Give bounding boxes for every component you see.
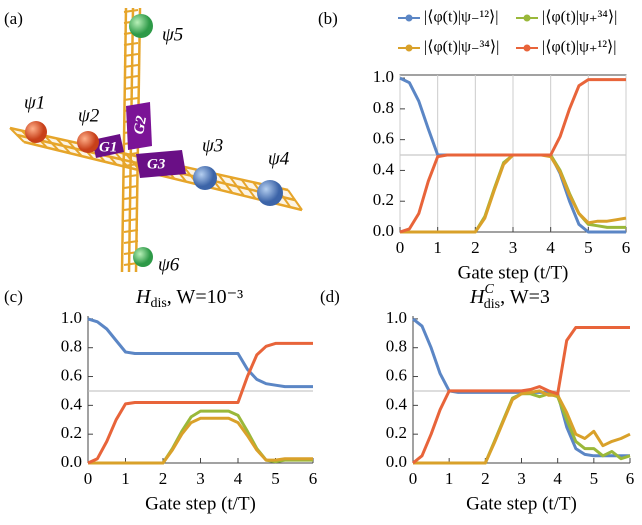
y-tick-label: 0.2 bbox=[386, 423, 407, 442]
x-tick-label: 0 bbox=[396, 238, 405, 257]
chart-title: Hdis, W=10⁻³ bbox=[135, 286, 243, 312]
y-tick-label: 0.0 bbox=[373, 221, 394, 240]
title-rest: , W=3 bbox=[500, 286, 550, 308]
title-main: H bbox=[135, 286, 152, 308]
psi-label: ψ5 bbox=[162, 24, 183, 45]
x-tick-label: 6 bbox=[626, 469, 635, 488]
x-tick-label: 4 bbox=[546, 238, 555, 257]
y-tick-label: 0.0 bbox=[61, 452, 82, 471]
legend-label: |⟨φ(t)|ψ₊¹²⟩| bbox=[542, 39, 616, 56]
x-tick-label: 2 bbox=[471, 238, 480, 257]
ladder-rung bbox=[124, 186, 138, 188]
ladders bbox=[10, 8, 302, 272]
legend-marker bbox=[406, 15, 413, 22]
gate-label: G2 bbox=[131, 114, 150, 135]
figure: (a) G1 G2 G3 ψ1 ψ2 ψ3 ψ4 ψ5 ψ6 (b) 0 1 2 3 4 5… bbox=[0, 0, 642, 525]
x-tick-label: 2 bbox=[159, 469, 168, 488]
psi-label: ψ4 bbox=[268, 148, 290, 169]
x-tick-label: 4 bbox=[553, 469, 562, 488]
x-tick-label: 0 bbox=[84, 469, 93, 488]
legend-label: |⟨φ(t)|ψ₋³⁴⟩| bbox=[424, 39, 499, 56]
lattice-diagram: (a) G1 G2 G3 ψ1 ψ2 ψ3 ψ4 ψ5 ψ6 bbox=[4, 8, 302, 275]
panel-label: (d) bbox=[320, 287, 340, 306]
legend-marker bbox=[524, 15, 531, 22]
x-tick-label: 1 bbox=[445, 469, 454, 488]
x-tick-label: 5 bbox=[584, 238, 593, 257]
x-tick-label: 1 bbox=[121, 469, 130, 488]
x-tick-label: 6 bbox=[622, 238, 631, 257]
psi-label: ψ3 bbox=[202, 135, 223, 156]
atom bbox=[129, 14, 153, 38]
x-tick-label: 0 bbox=[409, 469, 418, 488]
y-tick-label: 0.4 bbox=[373, 159, 395, 178]
y-tick-label: 1.0 bbox=[386, 308, 407, 327]
psi-label: ψ6 bbox=[158, 254, 180, 275]
legend-label: |⟨φ(t)|ψ₊³⁴⟩| bbox=[542, 9, 617, 26]
y-tick-label: 0.0 bbox=[386, 452, 407, 471]
y-tick-label: 0.6 bbox=[373, 129, 394, 148]
panel-label: (c) bbox=[4, 287, 23, 306]
atom bbox=[25, 121, 47, 143]
atom bbox=[133, 247, 153, 267]
series-line bbox=[413, 394, 630, 463]
title-sub: dis bbox=[150, 296, 166, 311]
y-tick-label: 1.0 bbox=[61, 308, 82, 327]
x-tick-label: 3 bbox=[517, 469, 526, 488]
y-tick-label: 0.6 bbox=[386, 365, 407, 384]
gate-label: G3 bbox=[147, 156, 166, 172]
atom bbox=[77, 131, 99, 153]
title-rest: , W=10⁻³ bbox=[167, 286, 243, 308]
x-tick-label: 3 bbox=[196, 469, 205, 488]
legend-marker bbox=[406, 45, 413, 52]
ladder-rung bbox=[124, 98, 138, 100]
y-tick-label: 0.8 bbox=[61, 337, 82, 356]
series-line bbox=[88, 319, 313, 387]
y-tick-label: 0.2 bbox=[61, 423, 82, 442]
panel-label: (b) bbox=[318, 9, 338, 28]
panel-label: (a) bbox=[4, 9, 23, 28]
atom bbox=[193, 166, 217, 190]
ladder-rung bbox=[124, 87, 138, 89]
legend-label: |⟨φ(t)|ψ₋¹²⟩| bbox=[424, 9, 498, 26]
x-axis-label: Gate step (t/T) bbox=[458, 262, 569, 283]
legend-marker bbox=[524, 45, 531, 52]
x-axis-label: Gate step (t/T) bbox=[466, 493, 577, 514]
title-sup: C bbox=[484, 282, 494, 297]
ladder-rung bbox=[124, 175, 138, 177]
y-tick-label: 0.8 bbox=[373, 98, 394, 117]
atom bbox=[257, 180, 283, 206]
x-axis-label: Gate step (t/T) bbox=[145, 493, 256, 514]
gate-label: G1 bbox=[99, 139, 117, 155]
series-line bbox=[88, 418, 313, 463]
series-line bbox=[88, 343, 313, 463]
x-tick-label: 1 bbox=[433, 238, 442, 257]
y-tick-label: 0.6 bbox=[61, 365, 82, 384]
x-tick-label: 2 bbox=[481, 469, 490, 488]
x-tick-label: 6 bbox=[309, 469, 318, 488]
y-tick-label: 1.0 bbox=[373, 67, 394, 86]
psi-label: ψ1 bbox=[24, 92, 45, 113]
x-tick-label: 3 bbox=[509, 238, 518, 257]
x-tick-label: 5 bbox=[271, 469, 280, 488]
y-tick-label: 0.8 bbox=[386, 337, 407, 356]
y-tick-label: 0.4 bbox=[61, 394, 83, 413]
x-tick-label: 5 bbox=[590, 469, 599, 488]
psi-label: ψ2 bbox=[78, 105, 100, 126]
y-tick-label: 0.2 bbox=[373, 190, 394, 209]
x-tick-label: 4 bbox=[234, 469, 243, 488]
y-tick-label: 0.4 bbox=[386, 394, 408, 413]
title-sub: dis bbox=[484, 297, 500, 312]
